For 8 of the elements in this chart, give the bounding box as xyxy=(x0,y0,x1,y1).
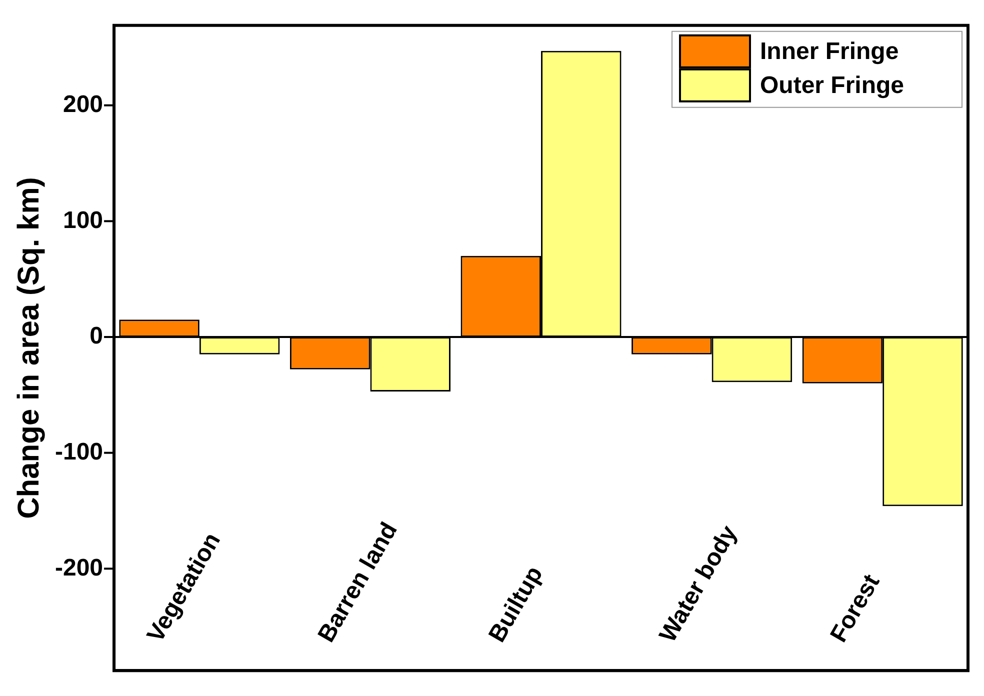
legend-label: Inner Fringe xyxy=(760,38,899,66)
y-tick-label: 200 xyxy=(62,90,104,118)
y-tick-label: -200 xyxy=(54,554,104,582)
y-tick-label: 0 xyxy=(90,322,104,350)
y-tick-label: -100 xyxy=(54,438,104,466)
y-tick-label: 100 xyxy=(62,206,104,234)
legend-label: Outer Fringe xyxy=(760,72,904,100)
y-axis-title: Change in area (Sq. km) xyxy=(12,177,46,519)
